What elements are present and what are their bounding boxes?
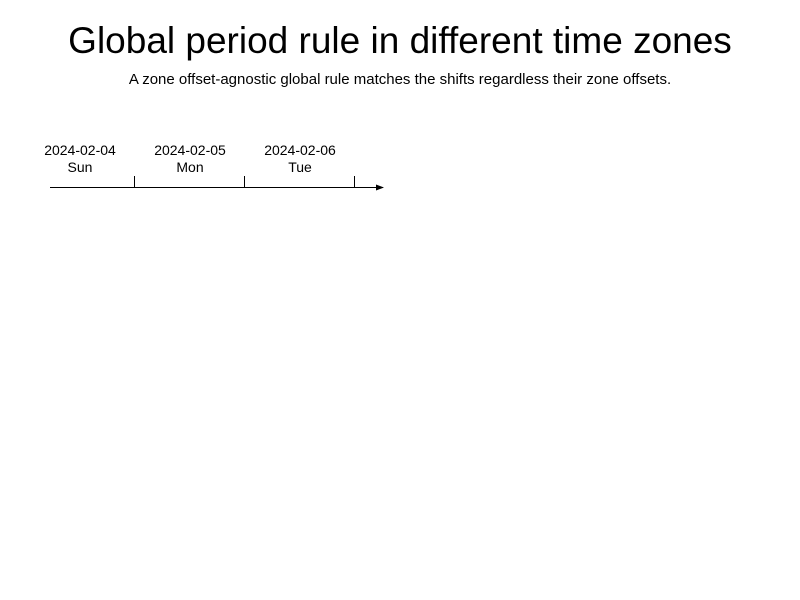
page-subtitle: A zone offset-agnostic global rule match… [128,71,672,88]
day-date-label: 2024-02-06 [264,142,336,158]
day-weekday-label: Tue [288,159,312,175]
day-date-label: 2024-02-05 [154,142,226,158]
day-weekday-label: Sun [68,159,93,175]
page-title: Global period rule in different time zon… [68,20,732,61]
day-weekday-label: Mon [176,159,203,175]
day-date-label: 2024-02-04 [44,142,116,158]
